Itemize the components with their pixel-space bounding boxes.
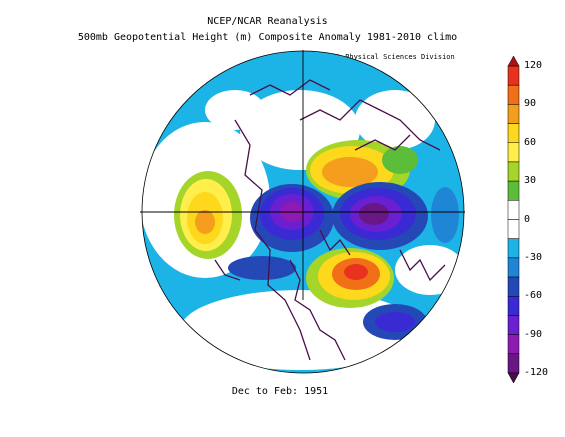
colorbar-bin (507, 180, 520, 201)
colorbar-bin (507, 334, 520, 355)
colorbar-bin (507, 296, 520, 316)
title-line-1: NCEP/NCAR Reanalysis (207, 16, 328, 27)
positive-anomaly (344, 264, 368, 280)
title-line-2: 500mb Geopotential Height (m) Composite … (77, 32, 458, 43)
negative-anomaly (375, 312, 415, 332)
colorbar-bin (507, 315, 520, 335)
colorbar-tick-label: 30 (524, 175, 537, 187)
colorbar-bin (507, 104, 520, 124)
colorbar-top-cap (507, 55, 520, 67)
colorbar-tick-label: -60 (524, 290, 543, 302)
positive-anomaly (382, 146, 418, 174)
colorbar-tick-label: 60 (524, 136, 537, 148)
positive-anomaly (322, 157, 378, 187)
colorbar-tick-label: -120 (524, 367, 549, 378)
colorbar-bin (507, 65, 520, 86)
positive-anomaly (195, 210, 215, 234)
colorbar-tick-label: -90 (524, 328, 543, 340)
credit-label: NOAA/ESRL Physical Sciences Division (303, 53, 455, 61)
colorbar-tick-label: 120 (524, 60, 543, 71)
colorbar-bin (507, 219, 520, 239)
colorbar-bin (507, 161, 520, 182)
negative-anomaly (431, 187, 459, 243)
colorbar-bin (507, 353, 520, 374)
colorbar-bin (507, 276, 520, 297)
colorbar-bin (507, 142, 520, 163)
colorbar-tick-label: 90 (524, 98, 537, 110)
negative-anomaly (228, 256, 296, 280)
neutral-region (205, 90, 265, 130)
colorbar-tick-label: 0 (524, 213, 531, 225)
colorbar-bin (507, 238, 520, 259)
colorbar-tick-label: -30 (524, 251, 543, 263)
colorbar-bin (507, 257, 520, 278)
negative-anomaly (359, 203, 389, 225)
period-label: Dec to Feb: 1951 (231, 386, 329, 397)
coastlines (214, 79, 446, 361)
colorbar-bottom-cap (507, 372, 520, 384)
colorbar-bin (507, 84, 520, 105)
colorbar-bin (507, 123, 520, 143)
colorbar-bin (507, 200, 520, 220)
